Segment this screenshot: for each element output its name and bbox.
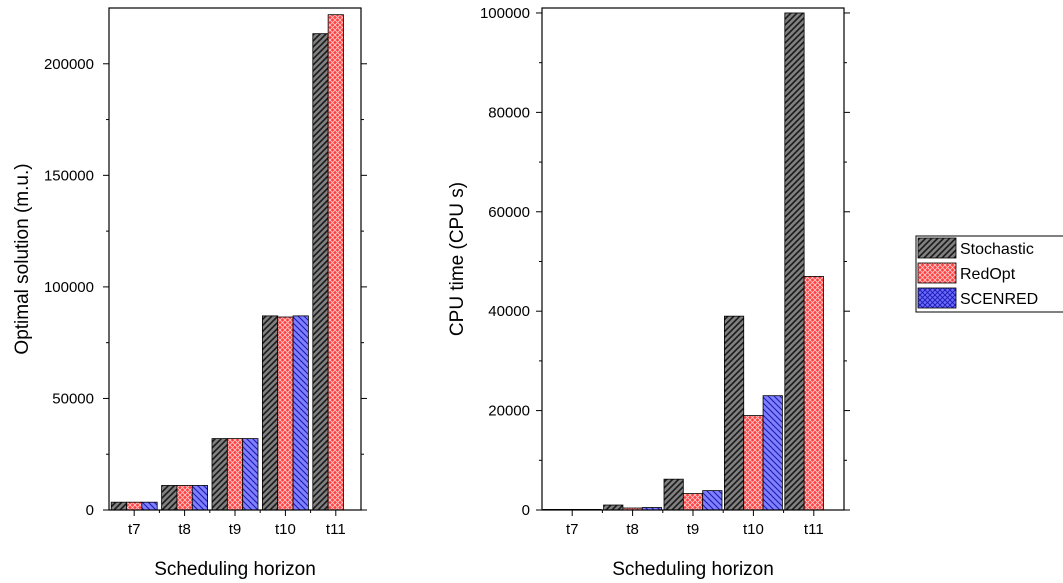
- y-tick-label: 60000: [488, 204, 530, 221]
- bar-scenred-t10: [762, 395, 783, 511]
- bar-scenred-t8: [191, 485, 209, 511]
- y-tick-label: 0: [86, 502, 94, 519]
- bar-redopt-t9: [226, 438, 244, 511]
- bar-stochastic-t8: [603, 504, 624, 511]
- bar-scenred-t7: [141, 501, 158, 511]
- y-tick-label: 20000: [488, 403, 530, 420]
- x-tick-label-t7: t7: [566, 521, 579, 538]
- x-tick-label-t8: t8: [626, 521, 639, 538]
- y-tick-label: 50000: [52, 390, 94, 407]
- bar-redopt-t8: [176, 485, 193, 511]
- cpu-time-x-ticks: t7 t8 t9 t10 t11: [566, 510, 824, 538]
- bar-redopt-t11: [327, 14, 344, 511]
- x-tick-label-t11: t11: [326, 521, 346, 538]
- x-tick-label-t8: t8: [178, 521, 191, 538]
- bar-stochastic-t9: [211, 438, 228, 511]
- cpu-time-bars: [542, 12, 824, 511]
- legend-swatch-stochastic: [917, 237, 957, 259]
- bar-redopt-t7: [126, 501, 143, 511]
- cpu-time-y-ticks: 0 20000 40000 60000 80000 100000: [480, 5, 850, 519]
- optimal-solution-chart: 0 50000 100000 150000 200000 t7 t8 t9 t10 t11 Op…: [12, 7, 367, 580]
- bar-stochastic-t11: [312, 33, 329, 511]
- bar-stochastic-t7: [110, 501, 127, 511]
- x-tick-label-t10: t10: [743, 521, 764, 538]
- y-tick-label: 80000: [488, 104, 530, 121]
- y-tick-label: 150000: [44, 167, 94, 184]
- optimal-solution-x-ticks: t7 t8 t9 t10 t11: [128, 510, 346, 538]
- bar-redopt-t10: [277, 316, 294, 511]
- bar-stochastic-t9: [663, 478, 684, 511]
- y-tick-label: 100000: [44, 279, 94, 296]
- legend-label-redopt: RedOpt: [960, 266, 1016, 283]
- bar-stochastic-t8: [161, 485, 178, 511]
- cpu-time-chart: 0 20000 40000 60000 80000 100000 t7 t8 t9 t10 t11…: [447, 5, 850, 580]
- legend-swatch-redopt: [917, 262, 957, 284]
- x-tick-label-t10: t10: [275, 521, 296, 538]
- x-tick-label-t11: t11: [804, 521, 824, 538]
- legend: Stochastic RedOpt SCENRED: [915, 235, 1063, 313]
- optimal-solution-y-axis-label: Optimal solution (m.u.): [12, 163, 33, 354]
- legend-label-scenred: SCENRED: [960, 291, 1038, 308]
- y-tick-label: 200000: [44, 56, 94, 73]
- x-tick-label-t9: t9: [229, 521, 242, 538]
- bar-stochastic-t10: [261, 315, 279, 511]
- legend-item-scenred: SCENRED: [917, 287, 1038, 309]
- bar-scenred-t9: [702, 490, 723, 511]
- legend-item-stochastic: Stochastic: [917, 237, 1034, 259]
- bar-redopt-t11: [803, 275, 824, 511]
- bar-scenred-t10: [292, 315, 309, 511]
- y-tick-label: 40000: [488, 303, 530, 320]
- legend-label-stochastic: Stochastic: [960, 241, 1034, 258]
- x-tick-label-t7: t7: [128, 521, 141, 538]
- optimal-solution-x-axis-label: Scheduling horizon: [154, 559, 316, 580]
- legend-swatch-scenred: [917, 287, 957, 309]
- optimal-solution-y-ticks: 0 50000 100000 150000 200000: [44, 56, 367, 519]
- cpu-time-x-axis-label: Scheduling horizon: [612, 559, 774, 580]
- x-tick-label-t9: t9: [687, 521, 700, 538]
- optimal-solution-bars: [110, 14, 344, 511]
- bar-redopt-t9: [682, 493, 704, 511]
- bar-redopt-t10: [743, 415, 764, 511]
- bar-scenred-t9: [242, 438, 259, 511]
- y-tick-label: 0: [522, 502, 530, 519]
- y-tick-label: 100000: [480, 5, 530, 22]
- bar-stochastic-t11: [784, 12, 805, 511]
- cpu-time-y-axis-label: CPU time (CPU s): [447, 182, 468, 336]
- bar-stochastic-t10: [724, 315, 745, 511]
- legend-item-redopt: RedOpt: [917, 262, 1016, 284]
